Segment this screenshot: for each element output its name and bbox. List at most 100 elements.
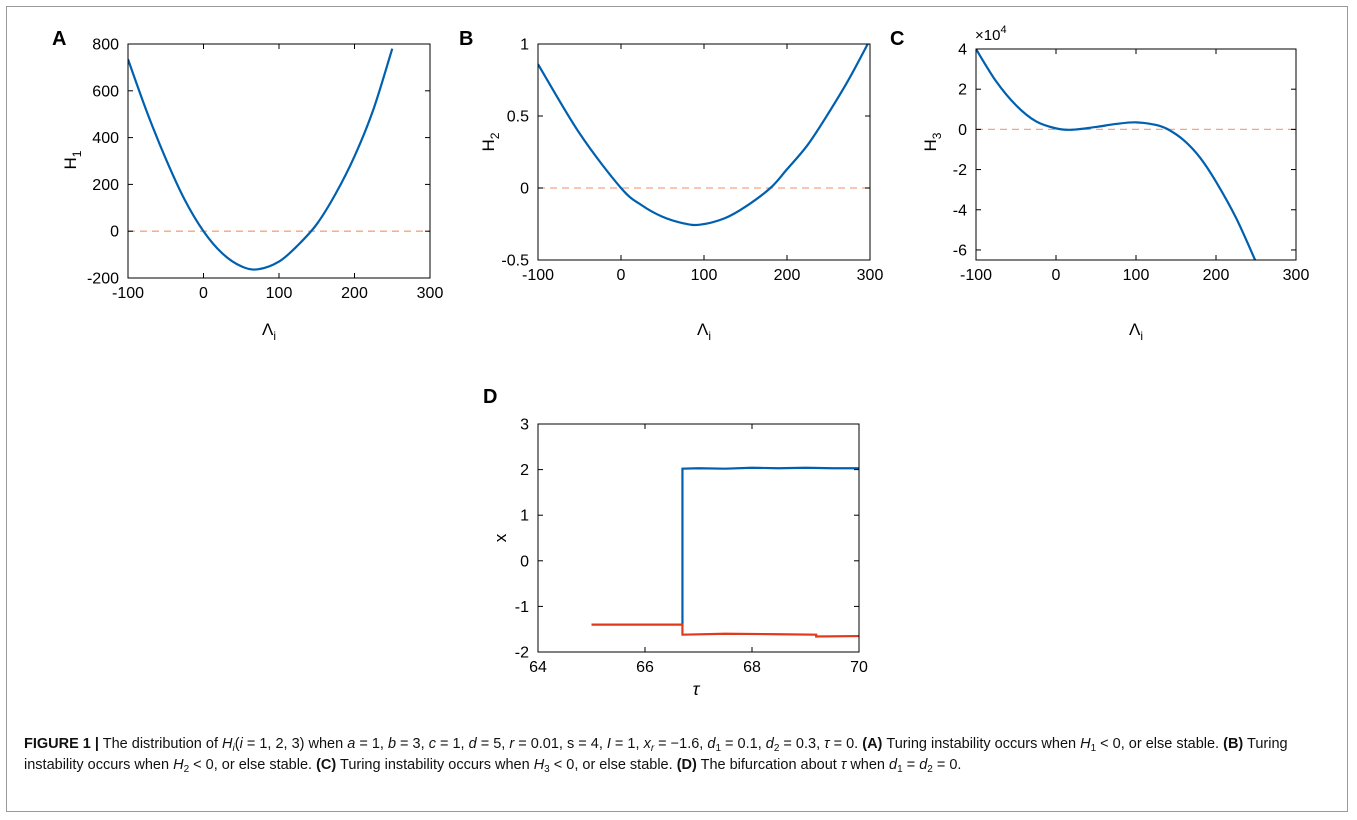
panel-d-xtick-label: 68 <box>743 659 761 676</box>
caption-text: = <box>902 757 920 773</box>
caption-text: d <box>765 736 774 752</box>
panel-a-xtick-label: 100 <box>266 285 293 302</box>
panel-c-ytick-label: -4 <box>953 202 967 219</box>
caption-text: I <box>606 736 611 752</box>
svg-text:Λi: Λi <box>1129 320 1143 343</box>
figure-frame <box>6 6 1348 812</box>
panel-d-axes-box <box>537 423 860 653</box>
panel-b-ytick-label: 0.5 <box>507 109 529 126</box>
caption-text: < 0, or else stable. <box>189 757 317 773</box>
panel-a-ytick-label: -200 <box>87 271 119 288</box>
panel-c-xtick-label: -100 <box>960 267 992 284</box>
panel-d-ytick-label: 0 <box>520 553 529 570</box>
caption-text: c <box>428 736 436 752</box>
panel-d-ytick-label: 2 <box>520 462 529 479</box>
panel-b-xtick-label: 300 <box>857 267 884 284</box>
caption-text: r <box>650 743 655 754</box>
panel-d-xlabel: τ <box>693 679 701 699</box>
caption-text: 2 <box>927 764 933 775</box>
svg-text:H2: H2 <box>479 132 502 151</box>
caption-text: 1 <box>1090 743 1097 754</box>
panel-d-xtick-label: 66 <box>636 659 654 676</box>
panel-b-axes-box <box>537 43 871 261</box>
panel-a-xtick-label: 200 <box>341 285 368 302</box>
caption-text: 1 <box>715 743 722 754</box>
panel-b-ytick-label: -0.5 <box>501 253 529 270</box>
panel-c-ylabel-sub: 3 <box>930 132 944 139</box>
panel-c-ytick-label: -6 <box>953 242 967 259</box>
panel-c-ylabel: H3 <box>921 132 944 151</box>
caption-text: = 5, <box>476 736 510 752</box>
panel-b-xlabel: Λi <box>697 320 711 343</box>
panel-a-axes-box <box>127 43 431 279</box>
caption-text: a <box>347 736 356 752</box>
panel-c-xtick-label: 0 <box>1052 267 1061 284</box>
panel-a: A H1 Λi -100 0 100 200 300 -200 0 200 400 600 800 <box>52 28 443 343</box>
panel-a-letter: A <box>52 28 66 50</box>
caption-text: = 0.3, <box>779 736 825 752</box>
caption-text: x <box>643 736 651 752</box>
caption-text: H <box>533 757 545 773</box>
panel-c-xtick-label: 100 <box>1123 267 1150 284</box>
caption-text: < 0, or else stable. <box>549 757 677 773</box>
caption-text: d <box>468 736 477 752</box>
panel-a-xtick-label: 300 <box>417 285 444 302</box>
panel-d: D x τ 64 66 68 70 -2 -1 0 1 2 3 <box>483 386 868 699</box>
caption-text: = 0. <box>932 757 962 773</box>
caption-text: The distribution of <box>98 736 223 752</box>
panel-d-ytick-label: -1 <box>515 599 529 616</box>
panel-c-ytick-label: 2 <box>958 82 967 99</box>
panel-b-ylabel-main: H <box>479 139 498 151</box>
caption-text: r <box>509 736 515 752</box>
caption-text: = 1, <box>435 736 469 752</box>
panel-a-ytick-label: 200 <box>92 177 119 194</box>
panel-c-xtick-label: 200 <box>1203 267 1230 284</box>
panel-b-xtick-label: -100 <box>522 267 554 284</box>
caption-text: = −1.6, <box>654 736 708 752</box>
panel-b-ytick-label: 0 <box>520 181 529 198</box>
caption-text: d <box>889 757 898 773</box>
caption-text: (D) <box>676 757 697 773</box>
panel-b-xtick-label: 100 <box>691 267 718 284</box>
caption-text: Turing instability occurs when <box>24 736 1288 773</box>
svg-text:Λi: Λi <box>697 320 711 343</box>
panel-d-xtick-label: 70 <box>850 659 868 676</box>
caption-text: 3 <box>544 764 550 775</box>
caption-text: ( <box>234 736 240 752</box>
caption-text: b <box>387 736 397 752</box>
panel-c-xlabel: Λi <box>1129 320 1143 343</box>
panel-d-ylabel-main: x <box>491 533 510 542</box>
svg-text:H3: H3 <box>921 132 944 151</box>
caption-text: 2 <box>773 743 780 754</box>
panel-c-ylabel-main: H <box>921 139 940 151</box>
caption-text: < 0, or else stable. <box>1096 736 1224 752</box>
panel-c-letter: C <box>890 28 904 50</box>
panel-d-ytick-label: -2 <box>515 645 529 662</box>
panel-a-xlabel-main: Λ <box>262 320 274 339</box>
panel-b-xtick-label: 0 <box>617 267 626 284</box>
panel-b: B H2 Λi -100 0 100 200 300 -0.5 0 0.5 1 <box>459 28 883 343</box>
panel-b-xlabel-main: Λ <box>697 320 709 339</box>
caption-text: d <box>707 736 716 752</box>
panel-c-ytick-label: 0 <box>958 122 967 139</box>
panel-a-ylabel: H1 <box>61 150 84 169</box>
panel-c-xlabel-main: Λ <box>1129 320 1141 339</box>
caption-text: = 1, 2, 3) when <box>242 736 348 752</box>
svg-text:Λi: Λi <box>262 320 276 343</box>
caption-text: = 0.01, s = 4, <box>514 736 607 752</box>
panel-a-xlabel-sub: i <box>273 329 276 343</box>
caption-text: H <box>1080 736 1091 752</box>
panel-a-xlabel: Λi <box>262 320 276 343</box>
caption-text: (A) <box>862 736 883 752</box>
panel-c-exponent-base: ×10 <box>975 27 1000 44</box>
caption-text: = 1, <box>610 736 644 752</box>
panel-b-ytick-label: 1 <box>520 37 529 54</box>
figure-caption: FIGURE 1 | The distribution of Hi(i = 1,… <box>24 734 1336 776</box>
panel-b-ylabel: H2 <box>479 132 502 151</box>
caption-text: = 0.1, <box>721 736 766 752</box>
panel-b-ylabel-sub: 2 <box>488 132 502 139</box>
panel-c-exponent: ×104 <box>975 24 1007 44</box>
caption-label: FIGURE 1 | <box>24 736 99 752</box>
caption-text: = 1, <box>355 736 388 752</box>
